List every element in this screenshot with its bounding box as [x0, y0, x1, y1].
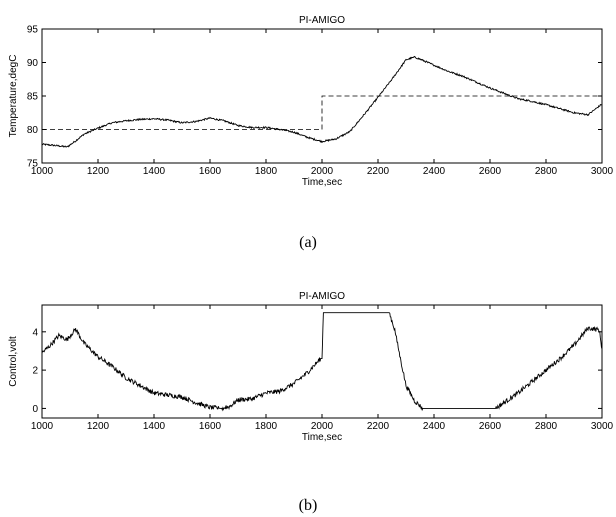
y-tick-label: 80 — [27, 125, 39, 136]
y-tick-label: 85 — [27, 92, 39, 103]
y-tick-label: 95 — [27, 25, 39, 36]
y-axis-label: Control,volt — [8, 336, 19, 387]
plot-frame — [41, 304, 603, 419]
x-tick-label: 2200 — [367, 166, 390, 177]
x-tick-label: 1000 — [31, 166, 54, 177]
x-tick-label: 2400 — [423, 421, 446, 432]
measured-line — [42, 312, 602, 412]
x-tick-label: 2800 — [535, 166, 558, 177]
x-tick-label: 2600 — [479, 166, 502, 177]
x-tick-label: 2600 — [479, 421, 502, 432]
x-tick-label: 1200 — [87, 166, 110, 177]
y-tick-label: 75 — [27, 159, 39, 170]
y-tick-label: 0 — [32, 404, 38, 415]
chart-title: PI-AMIGO — [299, 291, 345, 302]
chart-panel-a: PI-AMIGO Time,sec Temperature,degC 1000 1… — [8, 15, 614, 188]
x-tick-label: 1200 — [87, 421, 110, 432]
x-tick-label: 1400 — [143, 166, 166, 177]
measured-line — [42, 55, 602, 148]
x-axis-label: Time,sec — [302, 432, 342, 443]
y-tick-label: 90 — [27, 58, 39, 69]
setpoint-line — [42, 95, 602, 130]
x-tick-label: 3000 — [591, 421, 614, 432]
x-tick-label: 2200 — [367, 421, 390, 432]
x-tick-label: 1800 — [255, 166, 278, 177]
panel-b-caption: (b) — [299, 497, 318, 514]
x-tick-label: 1000 — [31, 421, 54, 432]
y-tick-label: 4 — [32, 327, 38, 338]
x-tick-label: 1800 — [255, 421, 278, 432]
chart-title: PI-AMIGO — [299, 15, 345, 26]
x-tick-label: 2800 — [535, 421, 558, 432]
x-tick-label: 2400 — [423, 166, 446, 177]
panel-a-caption: (a) — [299, 234, 317, 251]
chart-panel-b: PI-AMIGO Time,sec Control,volt 1000 1200 1… — [8, 291, 614, 443]
x-tick-label: 1600 — [199, 421, 222, 432]
x-axis-label: Time,sec — [302, 177, 342, 188]
x-tick-label: 2000 — [311, 421, 334, 432]
y-axis-label: Temperature,degC — [8, 55, 19, 138]
x-tick-label: 2000 — [311, 166, 334, 177]
y-tick-label: 2 — [32, 366, 38, 377]
x-tick-label: 3000 — [591, 166, 614, 177]
x-tick-label: 1400 — [143, 421, 166, 432]
x-tick-label: 1600 — [199, 166, 222, 177]
